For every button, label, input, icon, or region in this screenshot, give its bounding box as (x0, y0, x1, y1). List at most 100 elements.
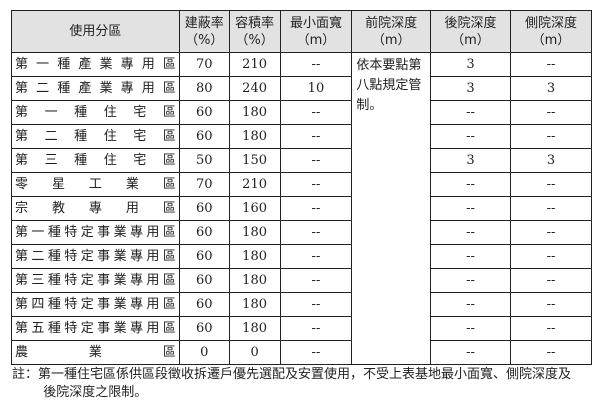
front-yard-cell: 依本要點第八點規定管制。 (351, 52, 432, 365)
rear-yard-cell: -- (430, 244, 511, 269)
far-cell: 180 (228, 100, 281, 125)
rear-yard-cell: -- (430, 100, 511, 125)
side-yard-cell: -- (509, 244, 593, 269)
zone-cell: 第二種產業專用區 (11, 76, 180, 101)
rear-yard-cell: 3 (430, 148, 511, 173)
far-cell: 160 (228, 196, 281, 221)
side-yard-cell: -- (509, 292, 593, 317)
table-row: 第五種特定事業專用區 60 180 -- -- -- (11, 316, 593, 341)
min-width-cell: -- (279, 340, 353, 365)
min-width-cell: 10 (279, 76, 353, 101)
zone-cell: 第一種住宅區 (11, 100, 180, 125)
side-yard-cell: 3 (509, 148, 593, 173)
coverage-cell: 60 (178, 124, 230, 149)
table-row: 第一種產業專用區 70 210 -- 依本要點第八點規定管制。 3 -- (11, 52, 593, 365)
min-width-cell: -- (279, 172, 353, 197)
header-zone: 使用分區 (11, 10, 180, 53)
coverage-cell: 80 (178, 76, 230, 101)
table-row: 零星工業區 70 210 -- -- -- (11, 172, 593, 197)
min-width-cell: -- (279, 268, 353, 293)
side-yard-cell: -- (509, 268, 593, 293)
rear-yard-cell: -- (430, 196, 511, 221)
header-side-yard: 側院深度（m） (509, 10, 593, 53)
min-width-cell: -- (279, 148, 353, 173)
rear-yard-cell: -- (430, 268, 511, 293)
table-row: 第三種住宅區 50 150 -- 3 3 (11, 148, 593, 173)
zone-cell: 第五種特定事業專用區 (11, 316, 180, 341)
footnote: 註：第一種住宅區係供區段徵收拆遷戶優先選配及安置使用，不受上表基地最小面寬、側院… (12, 367, 572, 400)
table-row: 第一種住宅區 60 180 -- -- -- (11, 100, 593, 125)
coverage-cell: 0 (178, 340, 230, 365)
coverage-cell: 70 (178, 172, 230, 197)
side-yard-cell: 3 (509, 76, 593, 101)
min-width-cell: -- (279, 316, 353, 341)
rear-yard-cell: -- (430, 124, 511, 149)
zone-cell: 農業區 (11, 340, 180, 365)
far-cell: 210 (228, 172, 281, 197)
rear-yard-cell: -- (430, 220, 511, 245)
zoning-table: 使用分區 建蔽率（%） 容積率（%） 最小面寬（m） 前院深度（m） 後院深度（m） 側院深… (11, 10, 593, 365)
far-cell: 180 (228, 124, 281, 149)
coverage-cell: 60 (178, 220, 230, 245)
rear-yard-cell: -- (430, 340, 511, 365)
zone-cell: 第一種產業專用區 (11, 52, 180, 77)
side-yard-cell: -- (509, 196, 593, 221)
table-row: 第二種住宅區 60 180 -- -- -- (11, 124, 593, 149)
zone-cell: 第二種住宅區 (11, 124, 180, 149)
header-coverage: 建蔽率（%） (178, 10, 230, 53)
far-cell: 210 (228, 52, 281, 77)
header-far: 容積率（%） (228, 10, 281, 53)
coverage-cell: 60 (178, 292, 230, 317)
min-width-cell: -- (279, 292, 353, 317)
header-min-width: 最小面寬（m） (279, 10, 353, 53)
zone-cell: 第四種特定事業專用區 (11, 292, 180, 317)
table-row: 第二種產業專用區 80 240 10 3 3 (11, 76, 593, 101)
side-yard-cell: -- (509, 52, 593, 77)
far-cell: 180 (228, 244, 281, 269)
table-row: 宗教專用區 60 160 -- -- -- (11, 196, 593, 221)
min-width-cell: -- (279, 124, 353, 149)
table-row: 第一種特定事業專用區 60 180 -- -- -- (11, 220, 593, 245)
far-cell: 180 (228, 292, 281, 317)
table-row: 農業區 0 0 -- -- -- (11, 340, 593, 365)
far-cell: 0 (228, 340, 281, 365)
zone-cell: 第一種特定事業專用區 (11, 220, 180, 245)
zone-cell: 宗教專用區 (11, 196, 180, 221)
coverage-cell: 60 (178, 316, 230, 341)
rear-yard-cell: -- (430, 316, 511, 341)
rear-yard-cell: -- (430, 292, 511, 317)
table-row: 第三種特定事業專用區 60 180 -- -- -- (11, 268, 593, 293)
far-cell: 150 (228, 148, 281, 173)
header-row: 使用分區 建蔽率（%） 容積率（%） 最小面寬（m） 前院深度（m） 後院深度（m） 側院深… (11, 10, 593, 53)
zone-cell: 第三種住宅區 (11, 148, 180, 173)
zone-cell: 第三種特定事業專用區 (11, 268, 180, 293)
min-width-cell: -- (279, 244, 353, 269)
far-cell: 180 (228, 316, 281, 341)
coverage-cell: 60 (178, 268, 230, 293)
rear-yard-cell: 3 (430, 76, 511, 101)
zone-cell: 零星工業區 (11, 172, 180, 197)
side-yard-cell: -- (509, 220, 593, 245)
table-row: 第二種特定事業專用區 60 180 -- -- -- (11, 244, 593, 269)
table-row: 第四種特定事業專用區 60 180 -- -- -- (11, 292, 593, 317)
min-width-cell: -- (279, 220, 353, 245)
min-width-cell: -- (279, 196, 353, 221)
coverage-cell: 60 (178, 100, 230, 125)
far-cell: 180 (228, 268, 281, 293)
coverage-cell: 70 (178, 52, 230, 77)
side-yard-cell: -- (509, 100, 593, 125)
coverage-cell: 60 (178, 244, 230, 269)
min-width-cell: -- (279, 52, 353, 77)
header-rear-yard: 後院深度（m） (430, 10, 511, 53)
coverage-cell: 50 (178, 148, 230, 173)
side-yard-cell: -- (509, 124, 593, 149)
side-yard-cell: -- (509, 172, 593, 197)
far-cell: 240 (228, 76, 281, 101)
rear-yard-cell: 3 (430, 52, 511, 77)
zone-cell: 第二種特定事業專用區 (11, 244, 180, 269)
rear-yard-cell: -- (430, 172, 511, 197)
min-width-cell: -- (279, 100, 353, 125)
side-yard-cell: -- (509, 340, 593, 365)
header-front-yard: 前院深度（m） (351, 10, 432, 53)
far-cell: 180 (228, 220, 281, 245)
